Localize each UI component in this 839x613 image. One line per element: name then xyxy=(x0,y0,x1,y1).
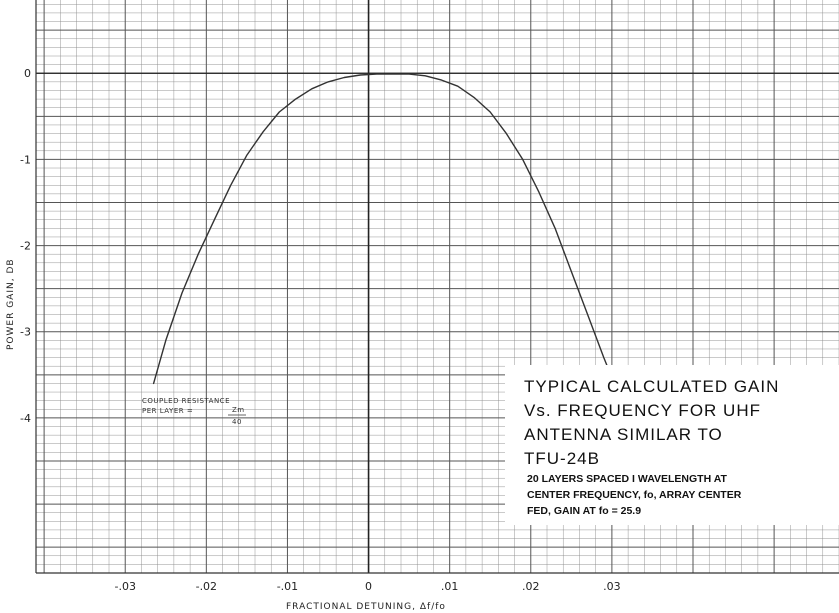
y-tick-label: -3 xyxy=(20,326,31,339)
x-tick-label: -.02 xyxy=(196,580,217,593)
x-tick-label: -.03 xyxy=(114,580,135,593)
title-line-3: ANTENNA SIMILAR TO xyxy=(524,425,723,444)
y-tick-label: 0 xyxy=(24,67,31,80)
annotation-line1: COUPLED RESISTANCE xyxy=(142,397,230,405)
x-axis-label: FRACTIONAL DETUNING, Δf/fo xyxy=(286,602,446,612)
series-layer xyxy=(152,73,617,389)
y-tick-labels: 0 -1 -2 -3 -4 xyxy=(20,67,31,425)
x-tick-label: 0 xyxy=(365,580,372,593)
gain-curve-0 xyxy=(152,73,617,389)
x-tick-label: -.01 xyxy=(277,580,298,593)
annotation-denominator: 40 xyxy=(232,418,242,426)
title-line-1: TYPICAL CALCULATED GAIN xyxy=(524,377,779,396)
x-tick-label: .02 xyxy=(522,580,540,593)
annotation-coupled-resistance: COUPLED RESISTANCE PER LAYER = Zm 40 xyxy=(142,397,246,426)
y-tick-label: -2 xyxy=(20,240,31,253)
y-tick-label: -1 xyxy=(20,153,31,166)
title-line-4: TFU-24B xyxy=(524,449,600,468)
subtitle-line-1: 20 LAYERS SPACED I WAVELENGTH AT xyxy=(527,473,728,485)
x-tick-label: .01 xyxy=(441,580,459,593)
annotation-numerator: Zm xyxy=(232,406,245,414)
annotation-line2: PER LAYER = xyxy=(142,407,193,415)
y-axis-label: POWER GAIN, DB xyxy=(6,258,16,350)
title-box xyxy=(505,365,839,525)
x-tick-label: .03 xyxy=(603,580,621,593)
title-line-2: Vs. FREQUENCY FOR UHF xyxy=(524,401,761,420)
subtitle-line-2: CENTER FREQUENCY, fo, ARRAY CENTER xyxy=(527,489,742,501)
title-block: TYPICAL CALCULATED GAIN Vs. FREQUENCY FO… xyxy=(524,377,779,517)
zero-axes xyxy=(35,0,839,574)
x-tick-labels: -.03 -.02 -.01 0 .01 .02 .03 xyxy=(114,580,620,593)
y-tick-label: -4 xyxy=(20,412,31,425)
subtitle-line-3: FED, GAIN AT fo = 25.9 xyxy=(527,505,641,517)
